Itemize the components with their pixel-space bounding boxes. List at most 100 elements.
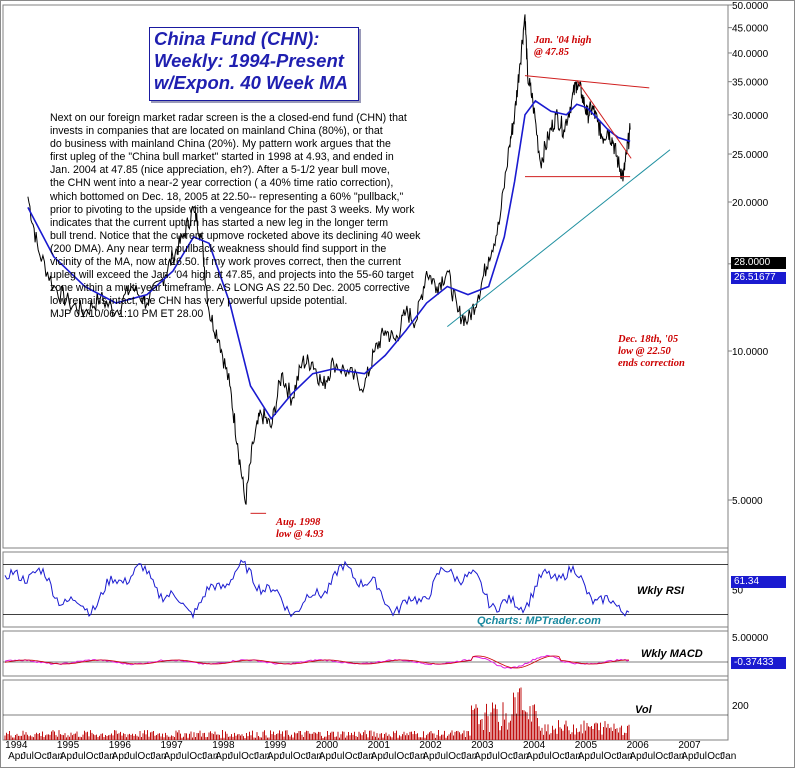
- x-month-label: Oct: [34, 751, 50, 762]
- x-month-label: Jan: [254, 751, 270, 762]
- x-month-label: Jan: [409, 751, 425, 762]
- x-year-label: 2002: [419, 740, 442, 751]
- x-month-label: Jan: [617, 751, 633, 762]
- rsi-panel-border: [2, 551, 729, 628]
- rsi-line: [4, 559, 630, 620]
- x-month-label: Oct: [189, 751, 205, 762]
- x-month-label: Oct: [500, 751, 516, 762]
- chart-title-line-3: w/Expon. 40 Week MA: [154, 72, 348, 93]
- x-year-label: 2000: [316, 740, 339, 751]
- x-month-label: Jul: [125, 751, 138, 762]
- y-tick-label: 25.0000: [732, 150, 769, 161]
- x-month-label: Jul: [176, 751, 189, 762]
- x-month-label: Apr: [163, 751, 179, 762]
- x-year-label: 1997: [161, 740, 184, 751]
- x-month-label: Jan: [306, 751, 322, 762]
- x-year-label: 2003: [471, 740, 494, 751]
- x-month-label: Jan: [358, 751, 374, 762]
- x-month-label: Apr: [60, 751, 76, 762]
- x-month-label: Jan: [565, 751, 581, 762]
- x-month-label: Jan: [461, 751, 477, 762]
- x-month-label: Apr: [578, 751, 594, 762]
- rsi-layer: 50: [3, 559, 744, 620]
- y-tick-label: 50.0000: [732, 1, 769, 12]
- x-year-label: 2004: [523, 740, 546, 751]
- rsi-ref-label: 50: [732, 586, 744, 597]
- x-year-label: 2001: [368, 740, 391, 751]
- x-month-label: Apr: [8, 751, 24, 762]
- x-month-label: Jul: [21, 751, 34, 762]
- moving-average-line: [27, 99, 631, 421]
- x-month-label: Apr: [215, 751, 231, 762]
- rsi-value-box: 61.34: [731, 576, 786, 588]
- x-month-label: Apr: [526, 751, 542, 762]
- macd-ref-label: 5.00000: [732, 633, 769, 644]
- y-tick-label: 20.0000: [732, 198, 769, 209]
- x-month-label: Jan: [99, 751, 115, 762]
- x-month-label: Oct: [655, 751, 671, 762]
- x-month-label: Apr: [267, 751, 283, 762]
- x-month-label: Oct: [604, 751, 620, 762]
- x-year-label: 2007: [678, 740, 701, 751]
- long-term-uptrend-line: [447, 149, 671, 328]
- y-tick-label: 35.0000: [732, 78, 769, 89]
- y-tick-label: 10.0000: [732, 347, 769, 358]
- x-month-label: Jul: [280, 751, 293, 762]
- x-year-label: 1999: [264, 740, 287, 751]
- chart-title-line-2: Weekly: 1994-Present: [154, 50, 344, 71]
- chart-title-box: China Fund (CHN): Weekly: 1994-Present w…: [149, 27, 359, 101]
- x-month-label: Jul: [332, 751, 345, 762]
- annotation-jan04-high: Jan. '04 high @ 47.85: [534, 35, 592, 58]
- ma-value-box: 26.51677: [731, 272, 786, 284]
- x-month-label: Oct: [448, 751, 464, 762]
- y-tick-label: 5.0000: [732, 496, 763, 507]
- commentary-text: Next on our foreign market radar screen …: [50, 112, 421, 321]
- y-tick-label: 45.0000: [732, 24, 769, 35]
- x-month-label: Apr: [630, 751, 646, 762]
- x-month-label: Jan: [513, 751, 529, 762]
- x-month-label: Jul: [487, 751, 500, 762]
- volume-layer: 200: [3, 687, 749, 740]
- macd-layer: 5.00000: [3, 633, 769, 670]
- x-year-label: 2006: [627, 740, 650, 751]
- macd-panel-label: Wkly MACD: [641, 648, 703, 660]
- x-year-label: 1998: [212, 740, 235, 751]
- macd-value-box: -0.37433: [731, 657, 786, 669]
- x-month-label: Jan: [668, 751, 684, 762]
- x-year-label: 1994: [5, 740, 28, 751]
- y-tick-label: 30.0000: [732, 111, 769, 122]
- annotation-aug98-low: Aug. 1998 low @ 4.93: [276, 517, 324, 540]
- falling-trendline: [576, 80, 632, 159]
- x-month-label: Jan: [202, 751, 218, 762]
- x-month-label: Apr: [474, 751, 490, 762]
- upper-resistance-trendline: [524, 75, 650, 89]
- x-month-label: Jan: [720, 751, 736, 762]
- volume-panel-label: Vol: [635, 704, 652, 716]
- macd-panel-border: [2, 630, 729, 677]
- x-month-label: Jan: [151, 751, 167, 762]
- x-month-label: Oct: [86, 751, 102, 762]
- x-month-label: Apr: [112, 751, 128, 762]
- x-month-label: Oct: [396, 751, 412, 762]
- price-series-line: [27, 14, 631, 505]
- x-month-label: Oct: [241, 751, 257, 762]
- x-month-label: Oct: [138, 751, 154, 762]
- x-year-label: 1995: [57, 740, 80, 751]
- x-month-label: Oct: [552, 751, 568, 762]
- macd-signal-line: [4, 655, 629, 669]
- annotation-dec05-low: Dec. 18th, '05 low @ 22.50 ends correcti…: [618, 334, 685, 369]
- last-price-box: 28.0000: [731, 257, 786, 269]
- x-month-label: Jul: [539, 751, 552, 762]
- x-month-label: Jul: [591, 751, 604, 762]
- x-month-label: Apr: [319, 751, 335, 762]
- x-year-label: 2005: [575, 740, 598, 751]
- x-month-label: Jul: [435, 751, 448, 762]
- x-month-label: Apr: [371, 751, 387, 762]
- x-month-label: Oct: [293, 751, 309, 762]
- x-month-label: Jul: [73, 751, 86, 762]
- x-year-label: 1996: [109, 740, 132, 751]
- x-month-label: Apr: [681, 751, 697, 762]
